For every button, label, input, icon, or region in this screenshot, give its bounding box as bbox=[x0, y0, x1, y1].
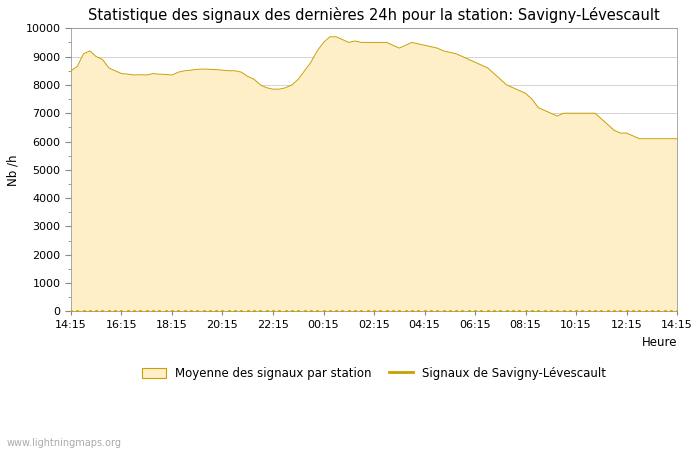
Text: www.lightningmaps.org: www.lightningmaps.org bbox=[7, 438, 122, 448]
Legend: Moyenne des signaux par station, Signaux de Savigny-Lévescault: Moyenne des signaux par station, Signaux… bbox=[137, 362, 611, 385]
Title: Statistique des signaux des dernières 24h pour la station: Savigny-Lévescault: Statistique des signaux des dernières 24… bbox=[88, 7, 660, 23]
X-axis label: Heure: Heure bbox=[642, 336, 677, 349]
Y-axis label: Nb /h: Nb /h bbox=[7, 154, 20, 185]
